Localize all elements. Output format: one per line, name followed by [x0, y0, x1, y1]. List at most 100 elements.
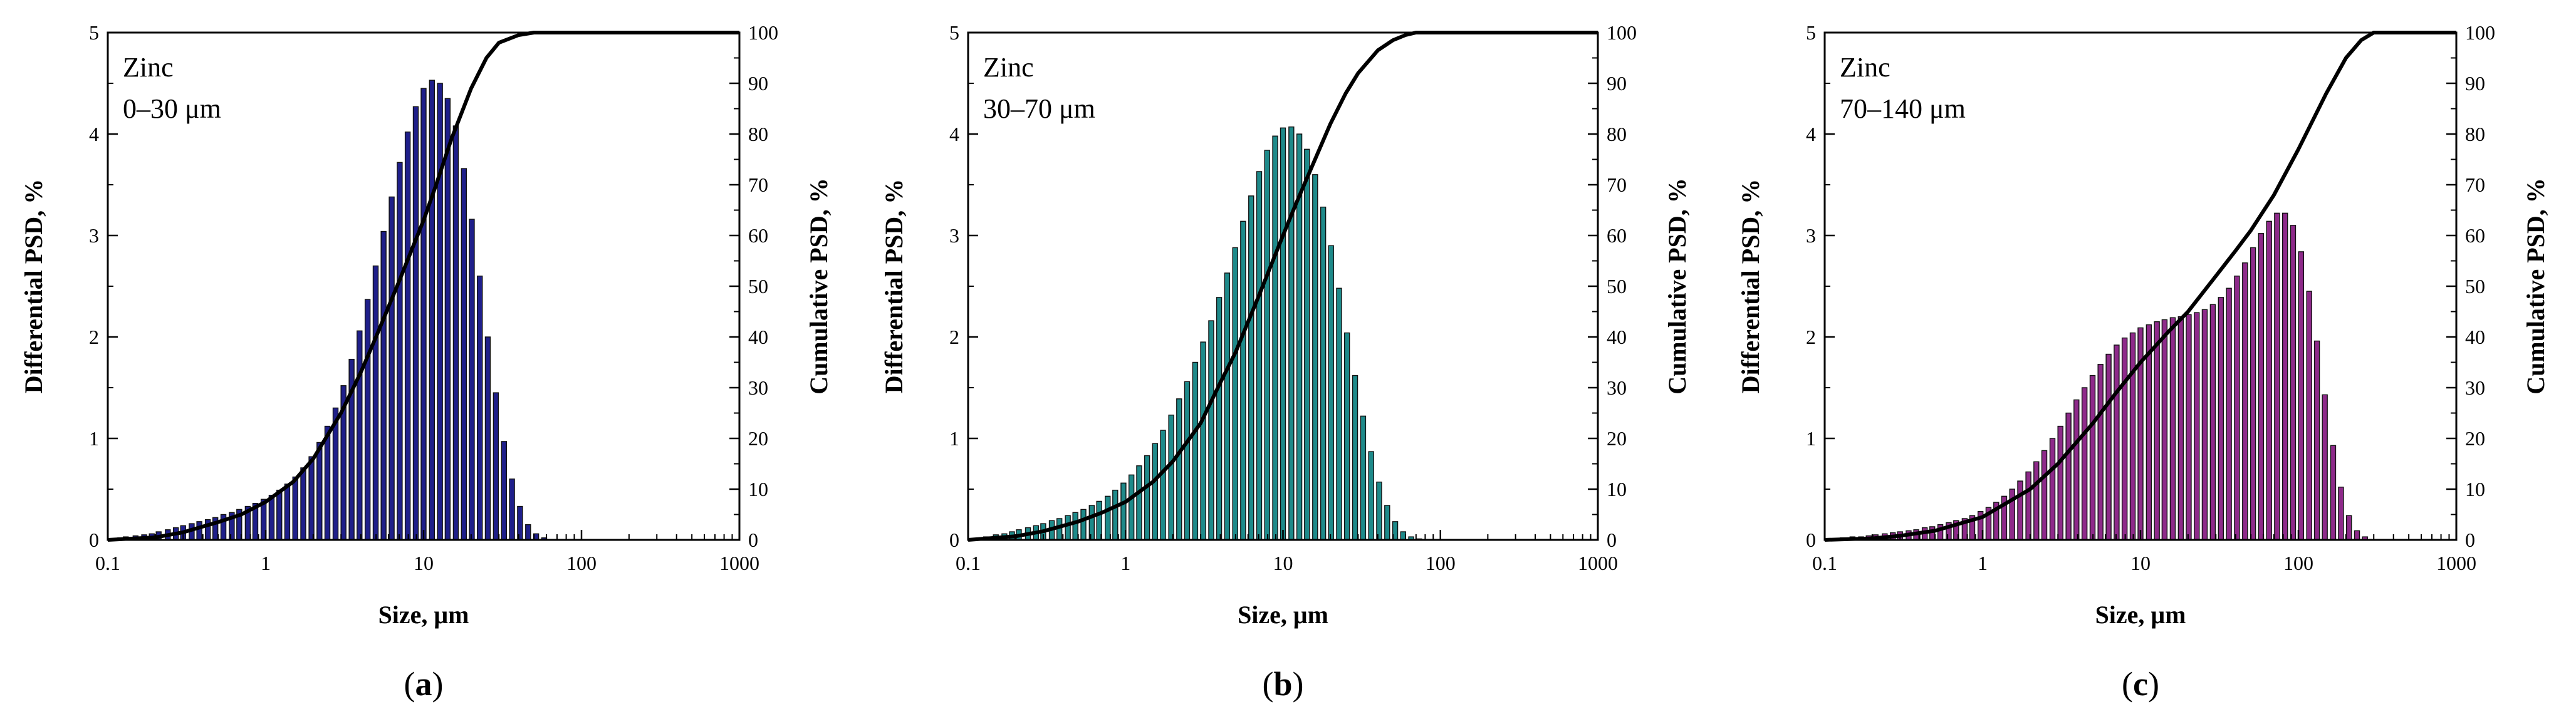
- psd-bar: [444, 98, 451, 541]
- psd-bar: [2298, 251, 2304, 541]
- psd-bar: [1328, 245, 1334, 541]
- psd-bar: [1343, 332, 1350, 541]
- psd-bar: [1248, 195, 1254, 541]
- psd-bar: [2033, 461, 2040, 541]
- y2-tick-label: 80: [2465, 123, 2485, 145]
- x-tick-label: 1000: [2436, 552, 2476, 574]
- x-tick-label: 1: [1978, 552, 1988, 574]
- annotation-size-range: 30–70 μm: [983, 93, 1095, 124]
- psd-bar: [2114, 344, 2120, 541]
- chart-panel-c: Zinc 70–140 μm Size, μm Differential PSD…: [1736, 21, 2550, 703]
- y2-tick-label: 100: [2465, 21, 2495, 44]
- psd-bar: [1144, 455, 1150, 541]
- psd-bar: [2290, 225, 2297, 541]
- y-tick-label: 1: [89, 427, 99, 450]
- psd-bar: [2194, 312, 2200, 541]
- psd-bar: [484, 336, 491, 541]
- x-tick-label: 0.1: [1812, 552, 1837, 574]
- psd-bar: [324, 425, 331, 541]
- psd-bar: [204, 519, 211, 541]
- psd-bar: [2250, 247, 2256, 541]
- y2-tick-label: 40: [748, 326, 768, 348]
- psd-bar: [1184, 381, 1191, 541]
- y2-axis-title: Cumulative PSD, %: [2521, 178, 2550, 395]
- y-tick-label: 3: [1806, 224, 1816, 247]
- psd-bar: [2161, 319, 2168, 541]
- x-tick-label: 1: [1120, 552, 1130, 574]
- psd-bar: [2234, 276, 2240, 541]
- y-tick-label: 0: [89, 529, 99, 551]
- y2-tick-label: 10: [2465, 478, 2485, 500]
- y2-tick-label: 100: [1607, 21, 1637, 44]
- psd-bar: [1080, 509, 1087, 541]
- psd-bar: [1352, 375, 1358, 541]
- annotation-material: Zinc: [983, 52, 1034, 83]
- psd-bar: [2097, 364, 2104, 541]
- psd-bar: [380, 230, 387, 541]
- y2-tick-label: 90: [1607, 72, 1627, 95]
- y-tick-label: 2: [89, 326, 99, 348]
- psd-bar: [268, 495, 275, 541]
- x-axis-title: Size, μm: [1238, 601, 1328, 629]
- y2-tick-label: 30: [2465, 376, 2485, 399]
- y-tick-label: 5: [89, 21, 99, 44]
- psd-bar: [292, 476, 298, 541]
- psd-bar: [1065, 515, 1071, 541]
- psd-bar: [1240, 220, 1246, 541]
- y2-tick-label: 60: [748, 224, 768, 247]
- psd-bar: [2057, 425, 2063, 541]
- psd-bar: [397, 162, 403, 541]
- y-tick-label: 1: [1806, 427, 1816, 450]
- x-tick-label: 100: [566, 552, 597, 574]
- y2-tick-label: 70: [2465, 173, 2485, 196]
- y-tick-label: 0: [1806, 529, 1816, 551]
- psd-bar: [364, 299, 371, 541]
- psd-bar: [308, 456, 315, 541]
- psd-bar: [461, 168, 467, 541]
- x-tick-label: 100: [2283, 552, 2313, 574]
- psd-bar: [477, 276, 483, 541]
- psd-bar: [1232, 247, 1238, 541]
- psd-bar: [2209, 304, 2216, 541]
- y2-tick-label: 70: [1607, 173, 1627, 196]
- psd-bar: [1336, 287, 1342, 541]
- psd-bar: [388, 196, 395, 541]
- psd-bar: [1160, 430, 1166, 541]
- y-tick-label: 2: [1806, 326, 1816, 348]
- y2-tick-label: 90: [748, 72, 768, 95]
- psd-bar: [1200, 341, 1206, 541]
- psd-bar: [2266, 220, 2272, 541]
- psd-bar: [1152, 443, 1159, 541]
- psd-bar: [1208, 320, 1214, 541]
- psd-bar: [2338, 487, 2344, 541]
- y2-tick-label: 10: [748, 478, 768, 500]
- y2-tick-label: 20: [2465, 427, 2485, 450]
- y-tick-label: 3: [89, 224, 99, 247]
- y-tick-label: 5: [1806, 21, 1816, 44]
- psd-bar: [2313, 340, 2320, 541]
- y-axis-title: Differential PSD, %: [880, 179, 908, 394]
- y2-tick-label: 10: [1607, 478, 1627, 500]
- psd-bar: [1056, 518, 1063, 541]
- annotation-material: Zinc: [1840, 52, 1890, 83]
- y2-tick-label: 30: [748, 376, 768, 399]
- x-tick-label: 10: [2130, 552, 2151, 574]
- psd-bar: [501, 441, 508, 541]
- y-tick-label: 4: [1806, 123, 1816, 145]
- y2-tick-label: 0: [748, 529, 758, 551]
- y2-tick-label: 40: [2465, 326, 2485, 348]
- psd-bar: [2177, 316, 2184, 541]
- y2-tick-label: 50: [748, 275, 768, 297]
- y2-tick-label: 70: [748, 173, 768, 196]
- y2-tick-label: 0: [2465, 529, 2475, 551]
- psd-bar: [1136, 465, 1142, 541]
- psd-bar: [1168, 415, 1174, 541]
- annotation-material: Zinc: [123, 52, 174, 83]
- panel-letter: b: [1273, 665, 1292, 703]
- y-tick-label: 5: [949, 21, 959, 44]
- psd-bar: [1320, 206, 1327, 541]
- psd-bar: [509, 478, 515, 541]
- psd-bar: [276, 489, 283, 541]
- x-tick-label: 1000: [1578, 552, 1618, 574]
- cumulative-psd-line: [1824, 31, 2456, 542]
